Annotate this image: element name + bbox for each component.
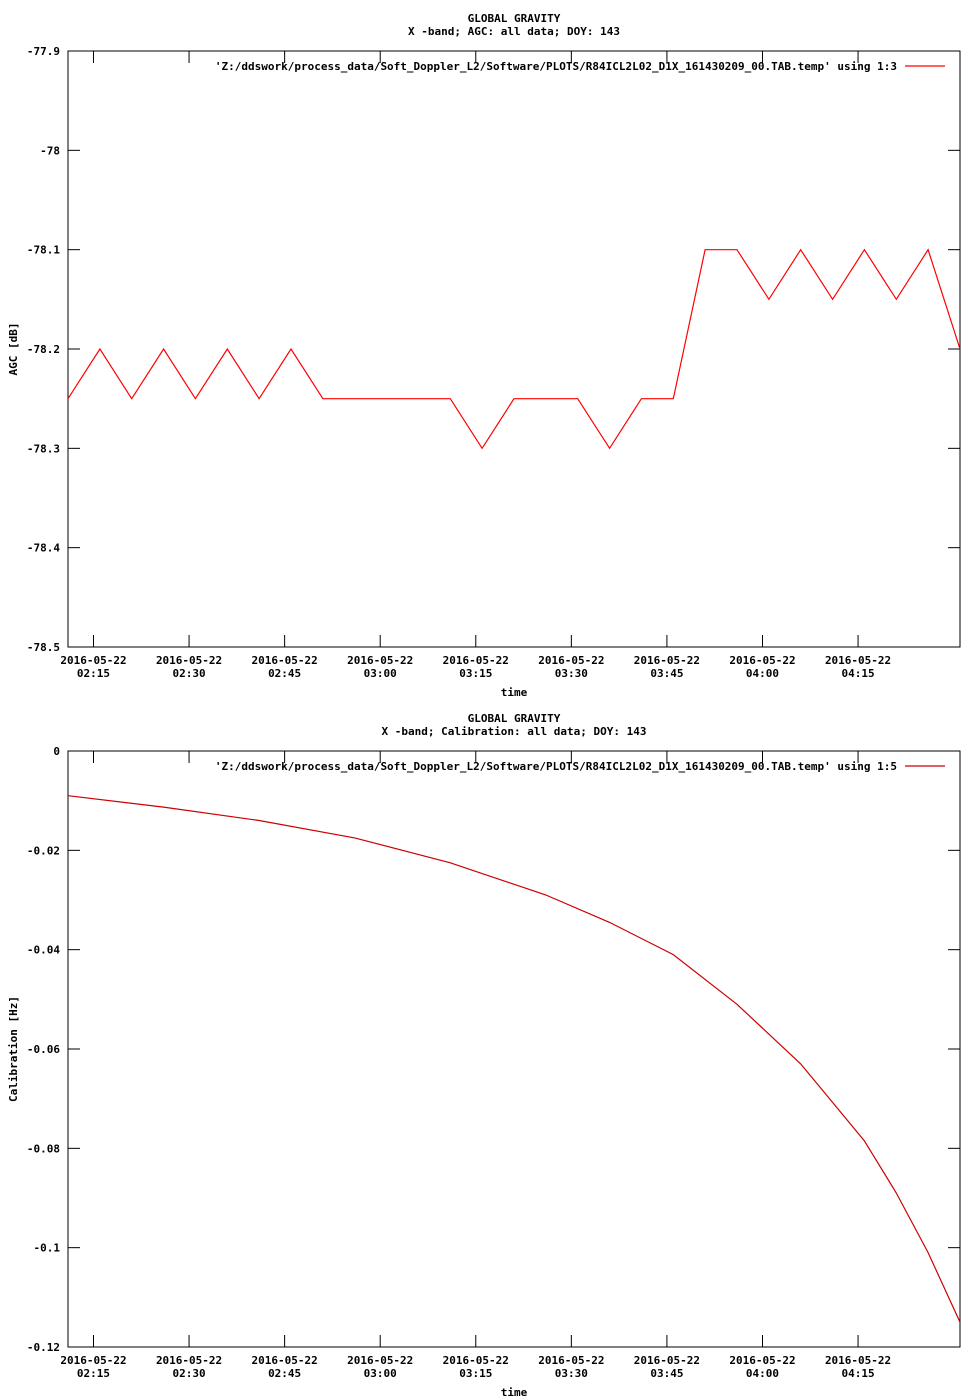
x-tick-date: 2016-05-22 bbox=[729, 654, 795, 667]
x-tick-date: 2016-05-22 bbox=[60, 654, 126, 667]
x-tick-date: 2016-05-22 bbox=[538, 1354, 604, 1367]
chart-title: GLOBAL GRAVITY bbox=[468, 712, 561, 725]
x-axis-label: time bbox=[501, 1386, 528, 1399]
plot-frame bbox=[67, 750, 961, 1348]
x-tick-time: 03:15 bbox=[459, 1367, 492, 1380]
x-tick-time: 03:45 bbox=[650, 1367, 683, 1380]
y-tick-label: -78 bbox=[40, 144, 60, 157]
series-line-1 bbox=[68, 795, 960, 1323]
x-tick-date: 2016-05-22 bbox=[252, 654, 318, 667]
y-tick-label: -0.12 bbox=[27, 1341, 60, 1354]
x-tick-date: 2016-05-22 bbox=[729, 1354, 795, 1367]
x-tick-date: 2016-05-22 bbox=[634, 1354, 700, 1367]
y-tick-label: -78.5 bbox=[27, 641, 60, 654]
x-tick-date: 2016-05-22 bbox=[347, 1354, 413, 1367]
x-tick-time: 02:45 bbox=[268, 667, 301, 680]
x-tick-time: 03:45 bbox=[650, 667, 683, 680]
chart-subtitle: X -band; AGC: all data; DOY: 143 bbox=[408, 25, 620, 38]
y-tick-label: -0.08 bbox=[27, 1142, 60, 1155]
chart-title: GLOBAL GRAVITY bbox=[468, 12, 561, 25]
x-tick-time: 04:00 bbox=[746, 667, 779, 680]
plot-frame bbox=[67, 50, 961, 648]
chart-subtitle: X -band; Calibration: all data; DOY: 143 bbox=[382, 725, 647, 738]
y-axis-label: Calibration [Hz] bbox=[7, 996, 20, 1102]
y-tick-label: -78.2 bbox=[27, 343, 60, 356]
x-tick-time: 03:00 bbox=[364, 667, 397, 680]
x-tick-date: 2016-05-22 bbox=[347, 654, 413, 667]
x-tick-date: 2016-05-22 bbox=[634, 654, 700, 667]
x-tick-date: 2016-05-22 bbox=[156, 654, 222, 667]
x-tick-time: 04:15 bbox=[841, 667, 874, 680]
series-line-1 bbox=[68, 248, 960, 450]
legend-label: 'Z:/ddswork/process_data/Soft_Doppler_L2… bbox=[215, 760, 897, 773]
x-tick-time: 04:15 bbox=[841, 1367, 874, 1380]
y-tick-label: -0.02 bbox=[27, 844, 60, 857]
x-tick-date: 2016-05-22 bbox=[538, 654, 604, 667]
x-tick-date: 2016-05-22 bbox=[825, 1354, 891, 1367]
x-tick-time: 04:00 bbox=[746, 1367, 779, 1380]
x-tick-time: 03:00 bbox=[364, 1367, 397, 1380]
y-tick-label: -78.4 bbox=[27, 542, 60, 555]
legend-label: 'Z:/ddswork/process_data/Soft_Doppler_L2… bbox=[215, 60, 897, 73]
y-tick-label: -0.1 bbox=[34, 1242, 61, 1255]
x-tick-date: 2016-05-22 bbox=[252, 1354, 318, 1367]
x-tick-date: 2016-05-22 bbox=[156, 1354, 222, 1367]
x-tick-time: 03:30 bbox=[555, 1367, 588, 1380]
x-tick-time: 02:30 bbox=[172, 667, 205, 680]
y-axis-label: AGC [dB] bbox=[7, 323, 20, 376]
y-tick-label: 0 bbox=[53, 745, 60, 758]
x-tick-date: 2016-05-22 bbox=[60, 1354, 126, 1367]
x-tick-time: 02:30 bbox=[172, 1367, 205, 1380]
y-tick-label: -78.3 bbox=[27, 442, 60, 455]
x-tick-time: 02:15 bbox=[77, 1367, 110, 1380]
y-tick-label: -0.04 bbox=[27, 944, 60, 957]
x-tick-time: 02:45 bbox=[268, 1367, 301, 1380]
y-tick-label: -78.1 bbox=[27, 244, 60, 257]
x-tick-date: 2016-05-22 bbox=[825, 654, 891, 667]
x-tick-date: 2016-05-22 bbox=[443, 654, 509, 667]
x-tick-date: 2016-05-22 bbox=[443, 1354, 509, 1367]
y-tick-label: -77.9 bbox=[27, 45, 60, 58]
y-tick-label: -0.06 bbox=[27, 1043, 60, 1056]
x-tick-time: 03:30 bbox=[555, 667, 588, 680]
x-tick-time: 02:15 bbox=[77, 667, 110, 680]
x-tick-time: 03:15 bbox=[459, 667, 492, 680]
x-axis-label: time bbox=[501, 686, 528, 699]
